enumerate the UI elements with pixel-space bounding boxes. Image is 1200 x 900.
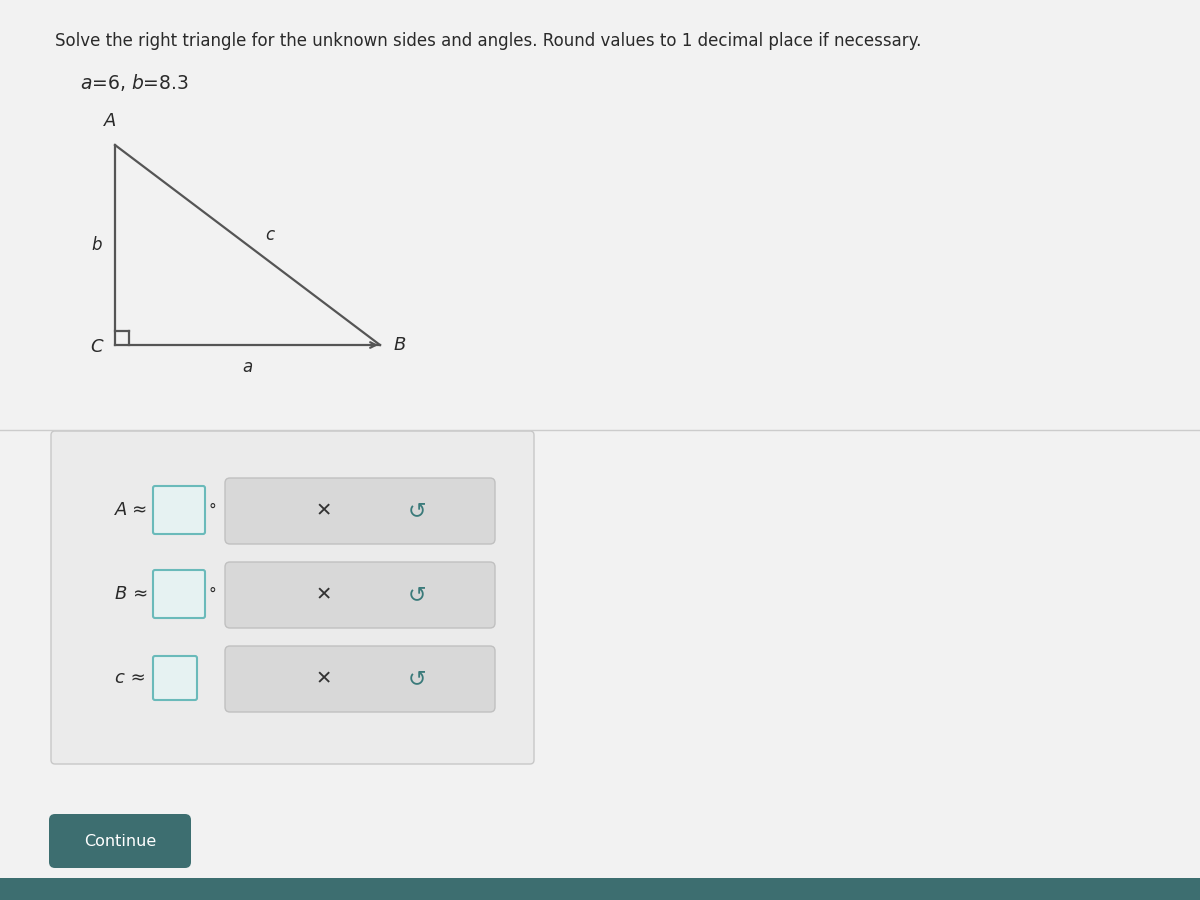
Text: B ≈: B ≈ — [115, 585, 149, 603]
Text: C: C — [91, 338, 103, 356]
Text: A ≈: A ≈ — [115, 501, 149, 519]
Text: °: ° — [209, 587, 217, 601]
Text: ✕: ✕ — [316, 501, 331, 520]
FancyBboxPatch shape — [50, 431, 534, 764]
Text: ✕: ✕ — [316, 586, 331, 605]
FancyBboxPatch shape — [49, 814, 191, 868]
FancyBboxPatch shape — [154, 656, 197, 700]
Text: b: b — [91, 236, 102, 254]
FancyBboxPatch shape — [226, 478, 496, 544]
Text: °: ° — [209, 502, 217, 518]
Text: a: a — [242, 358, 253, 376]
Text: ↺: ↺ — [408, 585, 426, 605]
Text: A: A — [104, 112, 116, 130]
FancyBboxPatch shape — [226, 562, 496, 628]
Text: ✕: ✕ — [316, 670, 331, 688]
Text: $a$=6, $b$=8.3: $a$=6, $b$=8.3 — [80, 72, 188, 93]
Text: Solve the right triangle for the unknown sides and angles. Round values to 1 dec: Solve the right triangle for the unknown… — [55, 32, 922, 50]
Text: B: B — [394, 336, 407, 354]
Text: ↺: ↺ — [408, 669, 426, 689]
Bar — [0, 878, 1200, 900]
FancyBboxPatch shape — [154, 570, 205, 618]
FancyBboxPatch shape — [226, 646, 496, 712]
Text: Continue: Continue — [84, 833, 156, 849]
FancyBboxPatch shape — [154, 486, 205, 534]
Text: ↺: ↺ — [408, 501, 426, 521]
Text: c: c — [265, 226, 274, 244]
Text: c ≈: c ≈ — [115, 669, 145, 687]
